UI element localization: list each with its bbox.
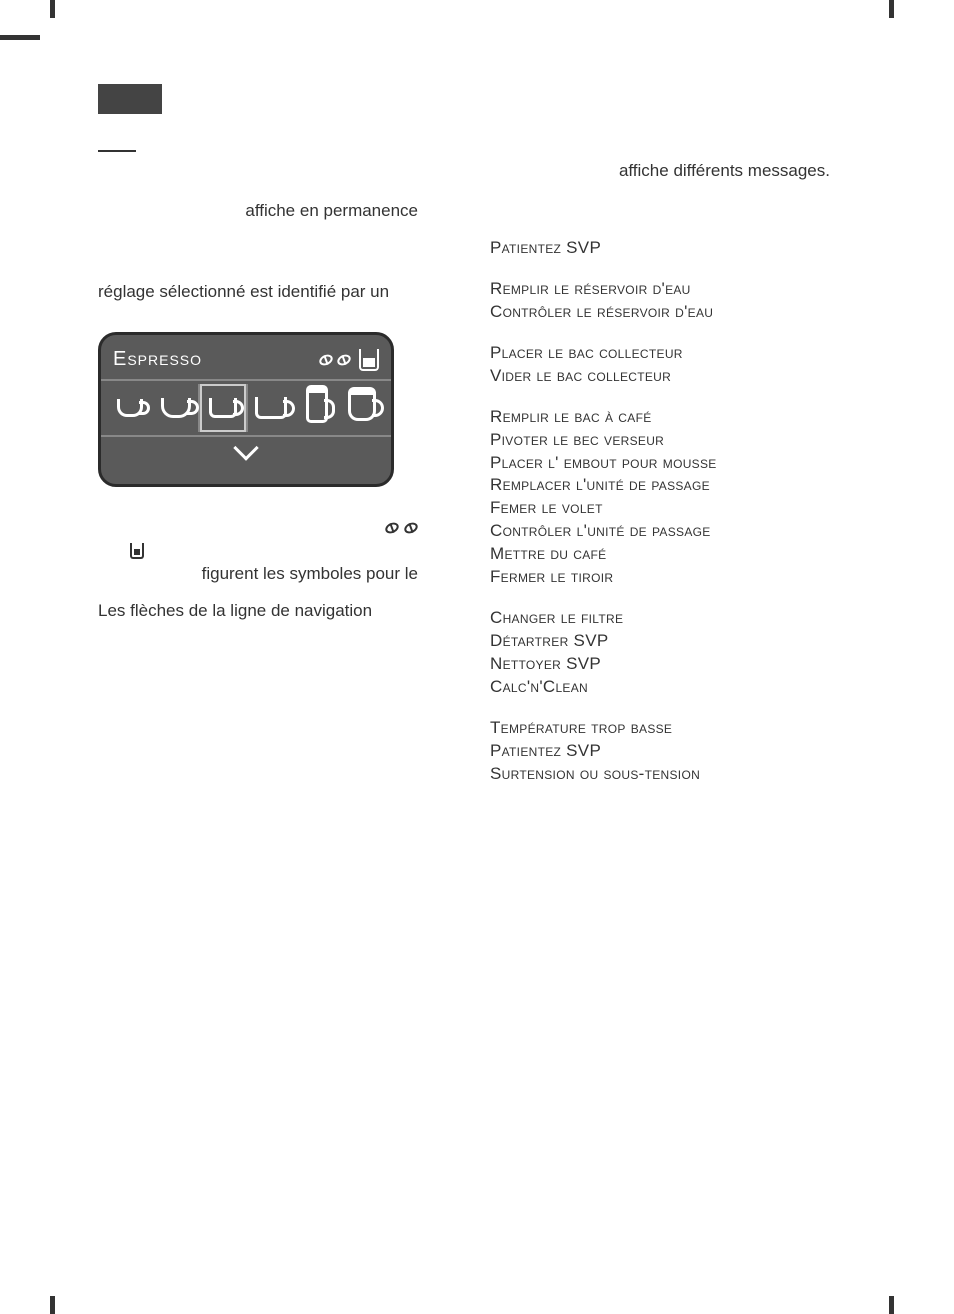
message-line: Remplir le bac à café xyxy=(490,406,870,429)
message-line: Placer l' embout pour mousse xyxy=(490,452,870,475)
panel-title: Espresso xyxy=(113,346,202,373)
message-line: Détartrer SVP xyxy=(490,630,870,653)
display-panel: Espresso xyxy=(98,332,394,487)
message-line: Contrôler le réservoir d'eau xyxy=(490,301,870,324)
coffee-cup-icon xyxy=(209,398,237,418)
message-group: Température trop bassePatientez SVPSurte… xyxy=(490,717,870,786)
right-intro: affiche différents messages. xyxy=(490,160,870,183)
message-line: Fermer le tiroir xyxy=(490,566,870,589)
message-line: Femer le volet xyxy=(490,497,870,520)
cappuccino-icon xyxy=(348,395,376,421)
drink-option-coffee[interactable] xyxy=(200,384,246,432)
message-group: Remplir le bac à caféPivoter le bec vers… xyxy=(490,406,870,590)
panel-indicators xyxy=(319,349,379,371)
message-line: Pivoter le bec verseur xyxy=(490,429,870,452)
cup-level-icon xyxy=(130,543,144,559)
drink-selector-row xyxy=(101,379,391,437)
inline-cup-row xyxy=(98,540,428,563)
message-line: Surtension ou sous-tension xyxy=(490,763,870,786)
message-line: Nettoyer SVP xyxy=(490,653,870,676)
message-line: Contrôler l'unité de passage xyxy=(490,520,870,543)
drink-option-espresso[interactable] xyxy=(107,384,153,432)
espresso-icon xyxy=(117,399,143,417)
bean-icon xyxy=(404,517,418,540)
crop-mark xyxy=(889,1296,894,1314)
right-column: affiche différents messages. Patientez S… xyxy=(490,160,870,786)
crop-mark xyxy=(0,35,40,40)
page-tab xyxy=(98,84,162,114)
crop-mark xyxy=(50,0,55,18)
inline-icons-row xyxy=(98,517,428,540)
message-line: Température trop basse xyxy=(490,717,870,740)
chevron-down-icon[interactable] xyxy=(233,435,258,460)
message-line: Patientez SVP xyxy=(490,237,870,260)
message-line: Changer le filtre xyxy=(490,607,870,630)
message-groups: Patientez SVPRemplir le réservoir d'eauC… xyxy=(490,237,870,786)
bean-icon xyxy=(336,352,353,367)
message-line: Mettre du café xyxy=(490,543,870,566)
drink-option-espresso-double[interactable] xyxy=(153,384,199,432)
latte-icon xyxy=(306,393,328,423)
left-column: affiche en permanence réglage sélectionn… xyxy=(98,200,428,623)
cup-level-icon xyxy=(359,349,379,371)
left-text-4: Les flèches de la ligne de navigation xyxy=(98,600,428,623)
left-text-2: réglage sélectionné est identifié par un xyxy=(98,281,428,304)
message-line: Vider le bac collecteur xyxy=(490,365,870,388)
message-line: Placer le bac collecteur xyxy=(490,342,870,365)
heading-underline xyxy=(98,150,136,152)
drink-option-coffee-large[interactable] xyxy=(248,384,294,432)
left-text-3: figurent les symboles pour le xyxy=(98,563,428,586)
drink-option-cappuccino[interactable] xyxy=(339,384,385,432)
message-line: Remplacer l'unité de passage xyxy=(490,474,870,497)
message-group: Placer le bac collecteurVider le bac col… xyxy=(490,342,870,388)
crop-mark xyxy=(889,0,894,18)
bean-icon xyxy=(385,517,399,540)
panel-header: Espresso xyxy=(113,343,379,377)
bean-icon xyxy=(318,352,335,367)
coffee-cup-large-icon xyxy=(255,397,287,419)
left-text-1: affiche en permanence xyxy=(98,200,428,223)
message-group: Remplir le réservoir d'eauContrôler le r… xyxy=(490,278,870,324)
drink-option-latte[interactable] xyxy=(294,384,340,432)
message-group: Changer le filtreDétartrer SVPNettoyer S… xyxy=(490,607,870,699)
message-line: Remplir le réservoir d'eau xyxy=(490,278,870,301)
message-line: Patientez SVP xyxy=(490,740,870,763)
panel-nav xyxy=(113,437,379,457)
message-group: Patientez SVP xyxy=(490,237,870,260)
espresso-large-icon xyxy=(161,398,191,418)
message-line: Calc'n'Clean xyxy=(490,676,870,699)
crop-mark xyxy=(50,1296,55,1314)
